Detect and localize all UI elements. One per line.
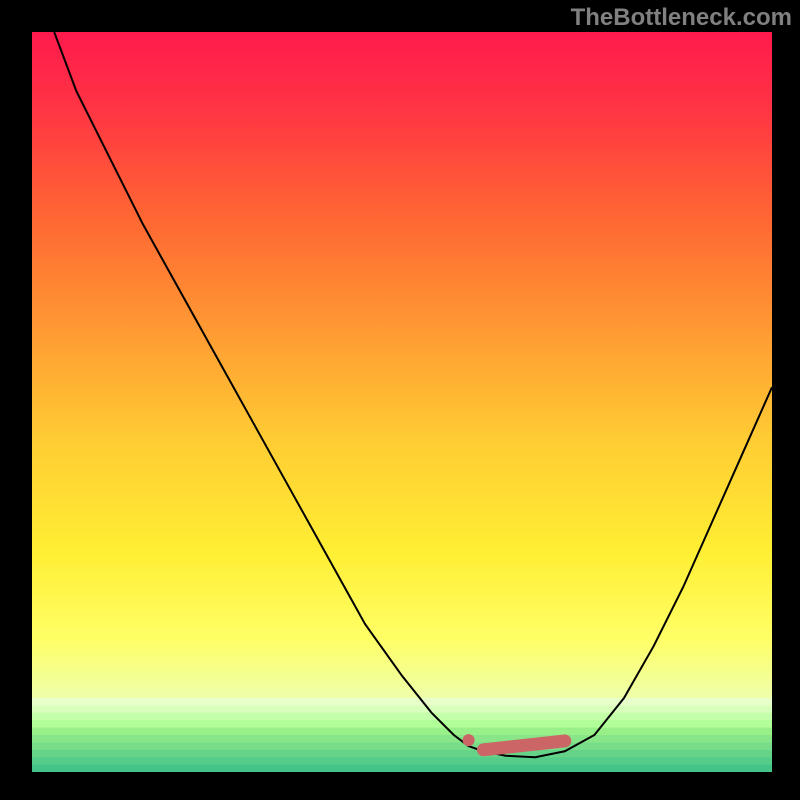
- plot-area: [32, 32, 772, 772]
- chart-container: TheBottleneck.com: [0, 0, 800, 800]
- highlight-segment: [483, 741, 564, 750]
- curve-svg: [32, 32, 772, 772]
- watermark-text: TheBottleneck.com: [571, 4, 792, 32]
- highlight-dot: [463, 734, 475, 746]
- bottleneck-curve: [54, 32, 772, 757]
